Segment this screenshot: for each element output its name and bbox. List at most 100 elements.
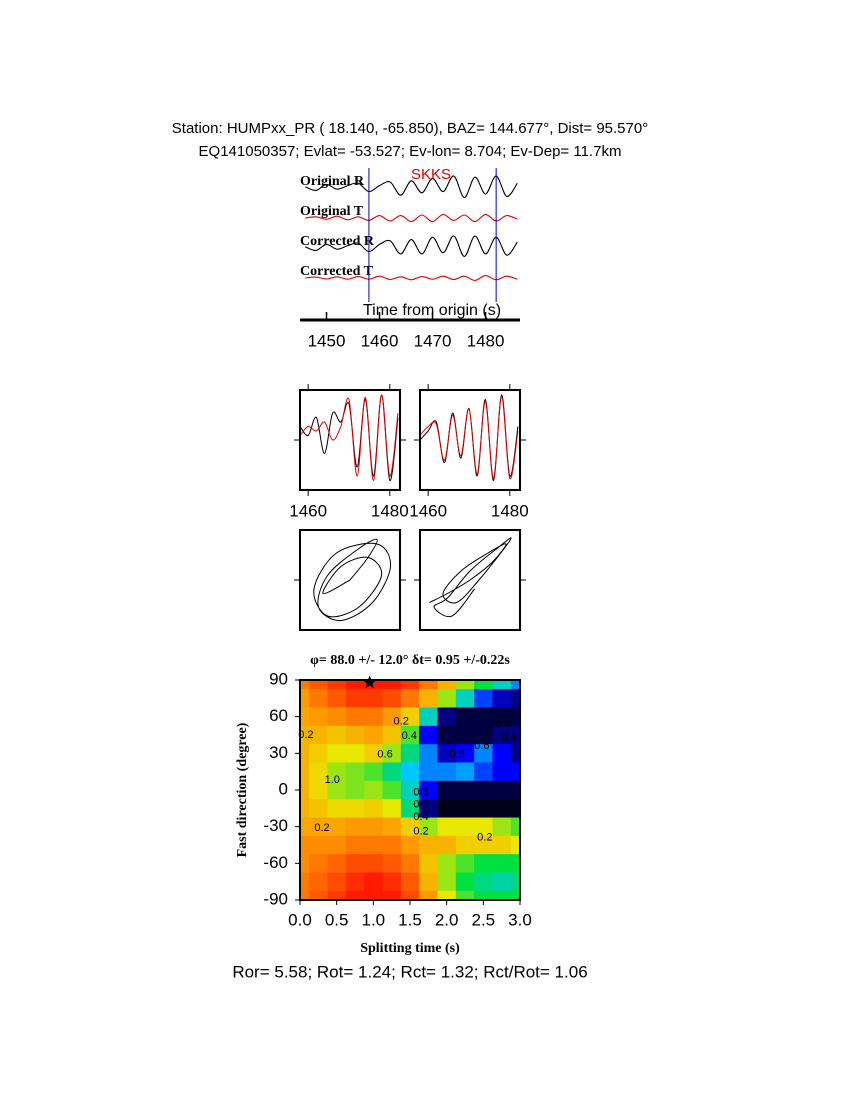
misfit-cell [309, 872, 328, 892]
misfit-cell [510, 890, 520, 900]
contour-label: 0.6 [474, 740, 489, 752]
misfit-cell [300, 854, 310, 873]
splitting-title: φ= 88.0 +/- 12.0° δt= 0.95 +/-0.22s [310, 653, 510, 668]
misfit-cell [400, 707, 420, 727]
misfit-cell [345, 872, 365, 892]
misfit-cell [474, 680, 493, 690]
misfit-cell [492, 680, 512, 690]
misfit-cell [400, 689, 420, 708]
misfit-cell [382, 725, 402, 745]
misfit-cell [455, 799, 475, 818]
trace [305, 235, 518, 257]
y-tick-label: -60 [263, 853, 288, 872]
x-tick-label: 2.0 [435, 910, 459, 929]
contour-label: 0.2 [298, 729, 313, 741]
misfit-cell [455, 817, 475, 837]
contour-label: 0.2 [314, 822, 329, 834]
misfit-cell [309, 725, 328, 745]
misfit-cell [364, 835, 383, 855]
x-tick-label: 1.5 [398, 910, 422, 929]
misfit-cell [455, 744, 475, 763]
misfit-cell [327, 689, 347, 708]
misfit-cell [419, 680, 438, 690]
misfit-cell [492, 780, 512, 800]
misfit-cell [510, 780, 520, 800]
misfit-cell [364, 854, 383, 873]
misfit-cell [419, 744, 438, 763]
misfit-cell [400, 725, 420, 745]
x-axis-label: Splitting time (s) [360, 941, 460, 956]
contour-label: 0.6 [413, 799, 428, 811]
misfit-cell [492, 890, 512, 900]
misfit-cell [345, 762, 365, 782]
misfit-cell [437, 725, 457, 745]
misfit-cell [455, 854, 475, 873]
phase-label: SKKS [411, 166, 451, 183]
contour-label: 0.8 [413, 786, 428, 798]
x-tick-label: 1.0 [362, 910, 386, 929]
misfit-cell [437, 780, 457, 800]
misfit-cell [382, 854, 402, 873]
misfit-cell [474, 725, 493, 745]
misfit-cell [455, 707, 475, 727]
misfit-cell [400, 680, 420, 690]
contour-label: 0.2 [413, 825, 428, 837]
misfit-cell [474, 707, 493, 727]
misfit-cell [510, 762, 520, 782]
misfit-cell [300, 835, 310, 855]
y-tick-label: 90 [269, 669, 288, 688]
misfit-cell [327, 890, 347, 900]
misfit-cell [510, 872, 520, 892]
misfit-cell [437, 744, 457, 763]
misfit-cell [309, 890, 328, 900]
misfit-cell [492, 689, 512, 708]
misfit-cell [492, 707, 512, 727]
misfit-cell [474, 780, 493, 800]
misfit-cell [474, 872, 493, 892]
misfit-cell [455, 680, 475, 690]
y-tick-label: -90 [263, 889, 288, 908]
misfit-cell [300, 762, 310, 782]
y-tick-label: 30 [269, 743, 288, 762]
misfit-cell [300, 817, 310, 837]
misfit-cell [455, 725, 475, 745]
misfit-cell [382, 707, 402, 727]
misfit-cell [364, 799, 383, 818]
misfit-cell [345, 725, 365, 745]
misfit-cell [437, 835, 457, 855]
misfit-cell [345, 680, 365, 690]
best-fit-star [363, 675, 377, 689]
misfit-cell [382, 680, 402, 690]
misfit-cell [492, 854, 512, 873]
contour-label: 0.2 [394, 715, 409, 727]
misfit-cell [419, 835, 438, 855]
event-subtitle: EQ141050357; Evlat= -53.527; Ev-lon= 8.7… [199, 143, 622, 160]
contour-label: 0.4 [413, 811, 428, 823]
x-axis-label: Time from origin (s) [363, 302, 501, 319]
misfit-cell [327, 817, 347, 837]
misfit-cell [419, 689, 438, 708]
misfit-cell [327, 780, 347, 800]
misfit-cell [419, 854, 438, 873]
contour-label: 0.2 [495, 718, 510, 730]
misfit-cell [345, 890, 365, 900]
misfit-cell [309, 744, 328, 763]
misfit-cell [300, 890, 310, 900]
misfit-cell [300, 725, 310, 745]
misfit-cell [492, 744, 512, 763]
y-tick-label: 60 [269, 706, 288, 725]
misfit-cell [364, 780, 383, 800]
misfit-cell [327, 835, 347, 855]
misfit-cell [437, 707, 457, 727]
misfit-cell [345, 835, 365, 855]
contour-label: 0.8 [449, 748, 464, 760]
misfit-cell [382, 872, 402, 892]
misfit-cell [455, 835, 475, 855]
misfit-cell [327, 854, 347, 873]
misfit-cell [309, 689, 328, 708]
misfit-cell [382, 744, 402, 763]
misfit-cell [382, 835, 402, 855]
misfit-cell [419, 890, 438, 900]
misfit-cell [492, 835, 512, 855]
misfit-grid [300, 680, 520, 900]
